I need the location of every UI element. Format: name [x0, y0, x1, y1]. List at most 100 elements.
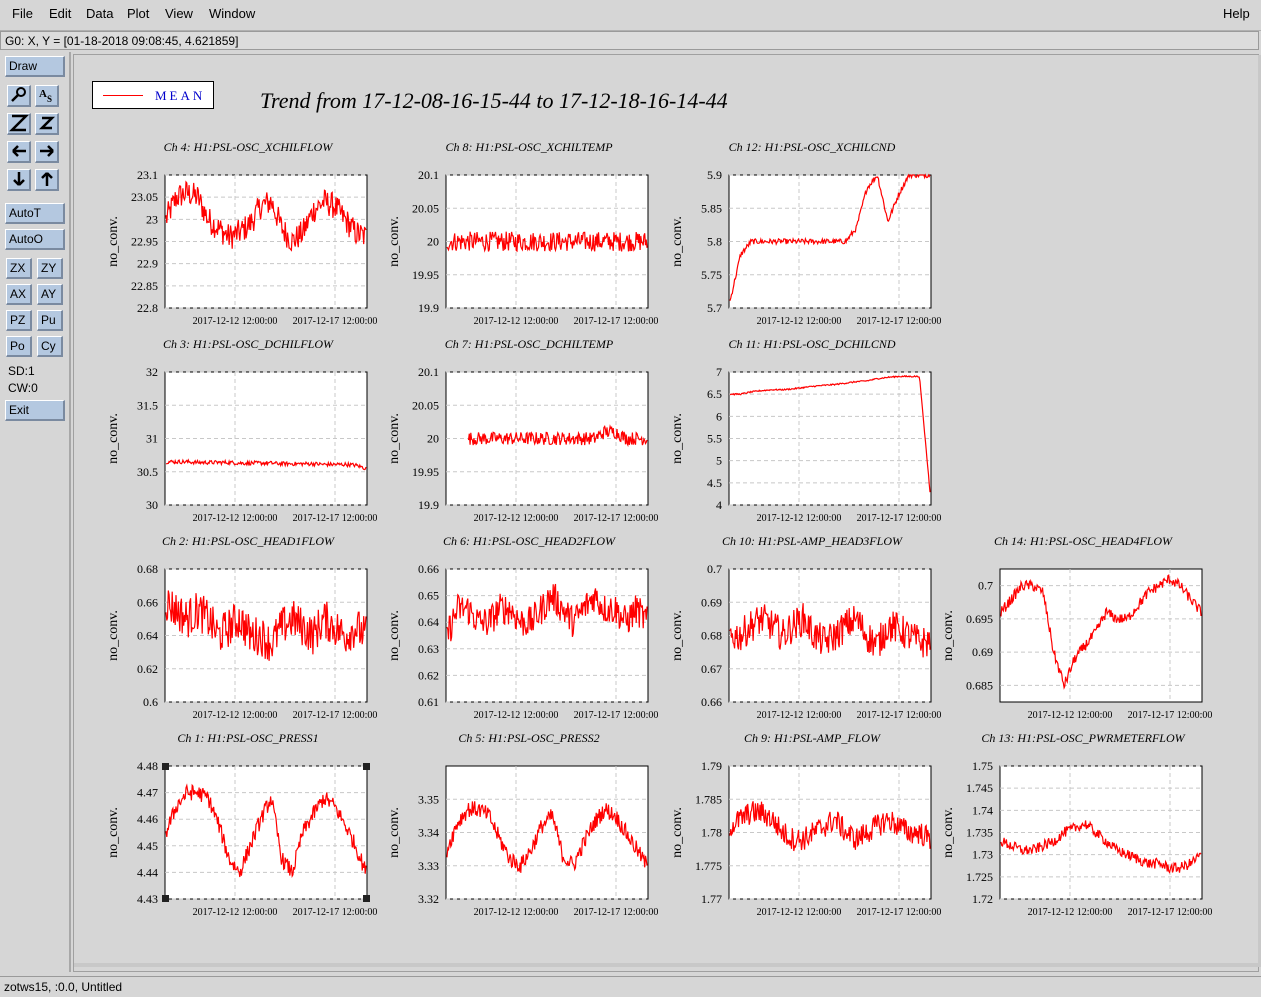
y-tick-label: 5.9 — [707, 168, 722, 182]
series-line-mean — [729, 374, 931, 493]
y-tick-label: 20.1 — [418, 365, 439, 379]
exit-button[interactable]: Exit — [5, 400, 65, 421]
series-line-mean — [165, 180, 367, 252]
chart-title: Ch 7: H1:PSL-OSC_DCHILTEMP — [445, 337, 614, 351]
y-axis-label: no_conv. — [387, 216, 402, 267]
menu-file[interactable]: File — [12, 6, 33, 21]
arrow-left-icon[interactable] — [7, 141, 31, 163]
y-axis-label: no_conv. — [106, 413, 121, 464]
menu-view[interactable]: View — [165, 6, 193, 21]
chart-plot-area — [999, 568, 1203, 703]
chart-title: Ch 3: H1:PSL-OSC_DCHILFLOW — [163, 337, 334, 351]
series-line-mean — [446, 231, 648, 253]
y-tick-label: 20.05 — [412, 398, 439, 412]
series-line-mean — [446, 583, 648, 642]
x-tick-label: 2017-12-17 12:00:00 — [293, 907, 378, 918]
charts-svg: Ch 4: H1:PSL-OSC_XCHILFLOW 23.1 23.05 23 22.… — [106, 140, 1213, 918]
x-tick-label: 2017-12-17 12:00:00 — [293, 316, 378, 327]
x-tick-label: 2017-12-12 12:00:00 — [474, 710, 559, 721]
series-line-mean — [729, 603, 931, 658]
y-tick-label: 6.5 — [707, 387, 722, 401]
x-tick-label: 2017-12-12 12:00:00 — [757, 710, 842, 721]
y-tick-label: 20.05 — [412, 201, 439, 215]
po-button[interactable]: Po — [6, 336, 32, 357]
chart-title: Ch 9: H1:PSL-AMP_FLOW — [744, 731, 881, 745]
y-tick-label: 4.45 — [137, 839, 158, 853]
y-tick-label: 19.95 — [412, 465, 439, 479]
y-tick-label: 23.1 — [137, 168, 158, 182]
y-tick-label: 22.9 — [137, 257, 158, 271]
y-tick-label: 19.9 — [418, 498, 439, 512]
pz-button[interactable]: PZ — [6, 310, 32, 331]
y-tick-label: 0.63 — [418, 642, 439, 656]
autot-button[interactable]: AutoT — [5, 203, 65, 224]
y-axis-label: no_conv. — [106, 610, 121, 661]
y-tick-label: 0.64 — [137, 629, 158, 643]
arrow-up-icon[interactable] — [35, 169, 59, 191]
y-tick-label: 0.62 — [418, 668, 439, 682]
y-tick-label: 23.05 — [131, 190, 158, 204]
cw-label: CW:0 — [8, 381, 38, 395]
y-tick-label: 1.775 — [695, 859, 722, 873]
y-tick-label: 20 — [427, 235, 439, 249]
y-tick-label: 19.9 — [418, 301, 439, 315]
x-tick-label: 2017-12-17 12:00:00 — [293, 710, 378, 721]
y-tick-label: 1.79 — [701, 759, 722, 773]
y-tick-label: 0.68 — [137, 562, 158, 576]
magnifier-icon[interactable] — [7, 85, 31, 107]
autoo-button[interactable]: AutoO — [5, 229, 65, 250]
pu-button[interactable]: Pu — [37, 310, 63, 331]
draw-button[interactable]: Draw — [5, 56, 65, 77]
menu-help[interactable]: Help — [1223, 6, 1250, 21]
y-tick-label: 20 — [427, 432, 439, 446]
y-tick-label: 5.8 — [707, 235, 722, 249]
y-tick-label: 1.745 — [966, 781, 993, 795]
y-tick-label: 0.7 — [707, 562, 722, 576]
y-tick-label: 5.85 — [701, 201, 722, 215]
zx-button[interactable]: ZX — [6, 258, 32, 279]
chart-plot-area — [164, 765, 368, 900]
y-tick-label: 6 — [716, 409, 722, 423]
y-axis-label: no_conv. — [670, 413, 685, 464]
zy-button[interactable]: ZY — [37, 258, 63, 279]
arrow-down-icon[interactable] — [7, 169, 31, 191]
x-tick-label: 2017-12-12 12:00:00 — [193, 513, 278, 524]
menu-data[interactable]: Data — [86, 6, 114, 21]
selection-handle — [363, 763, 370, 770]
x-tick-label: 2017-12-12 12:00:00 — [474, 907, 559, 918]
menu-plot[interactable]: Plot — [127, 6, 150, 21]
menu-edit[interactable]: Edit — [49, 6, 72, 21]
selection-handle — [363, 895, 370, 902]
y-axis-label: no_conv. — [387, 807, 402, 858]
y-tick-label: 4.47 — [137, 786, 158, 800]
ax-button[interactable]: AX — [6, 284, 32, 305]
svg-text:S: S — [47, 94, 52, 104]
x-tick-label: 2017-12-12 12:00:00 — [193, 907, 278, 918]
y-tick-label: 22.85 — [131, 279, 158, 293]
y-tick-label: 1.75 — [972, 759, 993, 773]
plot-canvas: MEAN Trend from 17-12-08-16-15-44 to 17-… — [73, 54, 1261, 972]
chart-title: Ch 1: H1:PSL-OSC_PRESS1 — [177, 731, 318, 745]
zoom-z-icon[interactable] — [7, 113, 31, 135]
y-tick-label: 1.72 — [972, 892, 993, 906]
y-tick-label: 0.64 — [418, 615, 439, 629]
ay-button[interactable]: AY — [37, 284, 63, 305]
y-tick-label: 4.43 — [137, 892, 158, 906]
y-tick-label: 4.48 — [137, 759, 158, 773]
cy-button[interactable]: Cy — [37, 336, 63, 357]
zoom-z-small-icon[interactable] — [35, 113, 59, 135]
y-tick-label: 0.695 — [966, 612, 993, 626]
menu-window[interactable]: Window — [209, 6, 256, 21]
y-tick-label: 3.32 — [418, 892, 439, 906]
legend: MEAN — [92, 81, 214, 109]
x-tick-label: 2017-12-17 12:00:00 — [1128, 710, 1213, 721]
plot-frame: MEAN Trend from 17-12-08-16-15-44 to 17-… — [74, 55, 1261, 967]
chart-title: Ch 10: H1:PSL-AMP_HEAD3FLOW — [722, 534, 903, 548]
y-tick-label: 0.65 — [418, 589, 439, 603]
arrow-right-icon[interactable] — [35, 141, 59, 163]
y-tick-label: 0.69 — [972, 645, 993, 659]
y-tick-label: 1.735 — [966, 826, 993, 840]
series-line-mean — [446, 801, 648, 873]
svg-text:A: A — [39, 88, 47, 100]
